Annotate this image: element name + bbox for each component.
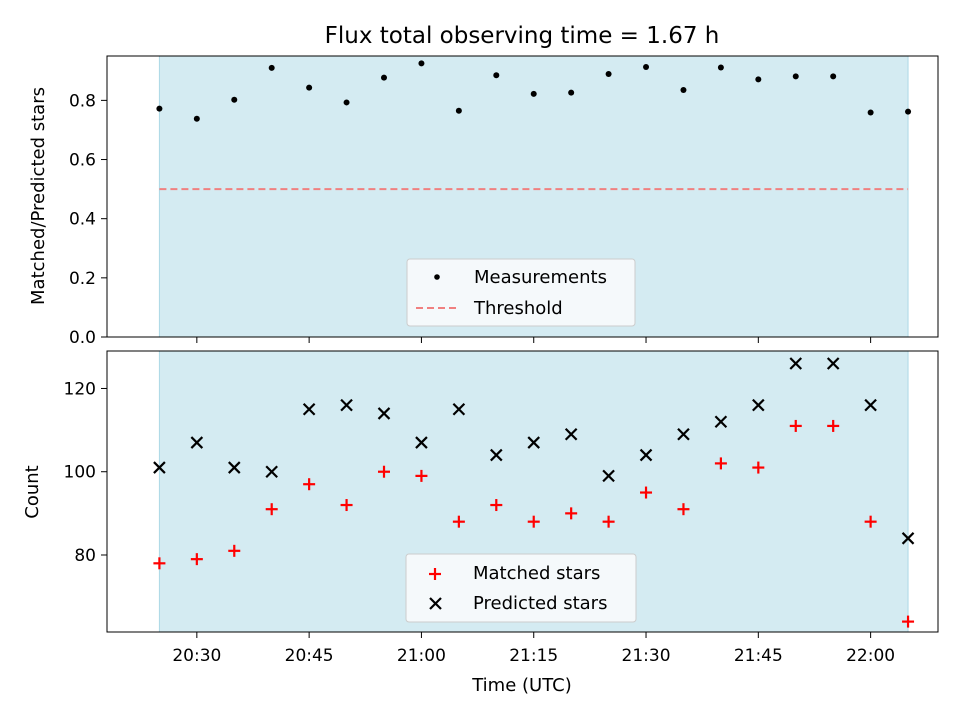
count-xtick-label: 20:30 — [172, 646, 221, 666]
legend-predicted-marker — [429, 597, 442, 610]
predicted-star-point — [190, 436, 204, 449]
matched-star-point — [303, 478, 316, 491]
matched-star-point — [527, 515, 540, 528]
measurement-point — [717, 64, 724, 71]
measurement-point — [680, 87, 687, 94]
measurement-point — [605, 71, 612, 78]
predicted-star-point — [415, 436, 428, 449]
measurement-point — [905, 108, 912, 115]
predicted-star-point — [564, 427, 578, 441]
count-xtick-label: 21:30 — [622, 646, 671, 666]
count-legend-box — [405, 553, 637, 623]
predicted-star-point — [864, 398, 877, 412]
matched-star-point — [415, 469, 428, 482]
measurement-point — [231, 96, 238, 103]
legend-predicted-label: Predicted stars — [473, 593, 607, 614]
matched-star-point — [565, 507, 578, 520]
matched-star-point — [190, 553, 203, 566]
measurement-point — [830, 73, 837, 80]
legend-measurements-label: Measurements — [474, 267, 607, 288]
measurement-point — [568, 89, 575, 96]
measurement-point — [867, 109, 874, 116]
predicted-star-point — [789, 357, 803, 370]
matched-star-point — [228, 544, 241, 557]
ratio-ytick-label: 0.6 — [69, 151, 96, 171]
legend-threshold-label: Threshold — [473, 298, 563, 319]
matched-star-point — [602, 515, 615, 528]
predicted-star-point — [677, 427, 690, 441]
predicted-star-point — [826, 357, 840, 370]
ratio-legend: Measurements Threshold — [406, 258, 636, 327]
measurement-point — [493, 72, 500, 79]
chart-title: Flux total observing time = 1.67 h — [325, 23, 720, 49]
matched-star-point — [452, 515, 465, 528]
measurement-point — [268, 64, 275, 71]
measurement-point — [343, 99, 350, 106]
ratio-ytick-label: 0.4 — [69, 210, 96, 230]
measurement-point — [755, 76, 762, 83]
count-ytick-label: 100 — [64, 463, 96, 483]
matched-star-point — [378, 465, 390, 478]
ratio-ytick-label: 0.0 — [69, 328, 96, 348]
count-xtick-label: 21:45 — [734, 646, 783, 666]
legend-matched-label: Matched stars — [473, 563, 600, 584]
count-ytick-label: 80 — [74, 546, 96, 566]
matched-star-point — [864, 515, 877, 528]
measurement-point — [381, 74, 387, 81]
predicted-star-point — [527, 436, 541, 449]
matched-star-point — [640, 486, 653, 499]
measurement-point — [643, 63, 650, 70]
predicted-star-point — [153, 461, 166, 474]
count-legend: Matched stars Predicted stars — [405, 553, 637, 623]
predicted-star-point — [714, 415, 728, 429]
predicted-star-point — [752, 398, 765, 412]
matched-star-point — [490, 499, 503, 512]
count-panel-frame — [106, 350, 939, 633]
ratio-legend-box — [406, 258, 636, 327]
count-xtick-label: 20:45 — [285, 646, 334, 666]
legend-matched-marker — [429, 568, 441, 580]
predicted-star-point — [452, 403, 466, 416]
ratio-ytick-label: 0.2 — [69, 269, 96, 289]
count-ytick-label: 120 — [64, 379, 96, 399]
measurement-point — [306, 84, 313, 91]
matched-star-point — [827, 419, 840, 432]
measurement-point — [418, 60, 425, 67]
matched-star-point — [902, 615, 915, 628]
matched-star-point — [677, 503, 690, 516]
predicted-star-point — [602, 469, 615, 483]
count-xtick-label: 21:15 — [509, 646, 558, 666]
matched-star-point — [340, 499, 353, 512]
predicted-star-point — [340, 398, 353, 412]
ratio-panel-frame — [106, 55, 939, 338]
measurement-point — [156, 105, 163, 112]
predicted-star-point — [265, 465, 278, 479]
count-panel-xlabel: Time (UTC) — [471, 675, 572, 696]
count-xtick-label: 21:00 — [397, 646, 446, 666]
ratio-ytick-label: 0.8 — [69, 91, 96, 111]
ratio-panel: 0.00.20.40.60.8 Matched/Predicted stars … — [28, 55, 939, 348]
count-panel-ylabel: Count — [22, 465, 43, 518]
count-panel: 80 100 120 20:30 20:45 21:00 21:15 21:30 21:45 2… — [22, 350, 939, 696]
measurement-point — [792, 73, 799, 80]
matched-star-point — [714, 457, 727, 470]
predicted-star-point — [227, 461, 241, 474]
measurement-point — [193, 115, 200, 122]
predicted-star-point — [377, 407, 391, 420]
legend-measurements-marker — [434, 274, 440, 280]
measurement-point — [530, 90, 537, 97]
measurement-point — [455, 107, 462, 114]
ratio-panel-ylabel: Matched/Predicted stars — [28, 87, 49, 305]
predicted-star-point — [639, 448, 653, 462]
predicted-star-point — [302, 403, 316, 416]
matched-star-point — [752, 461, 765, 474]
predicted-star-point — [490, 448, 503, 462]
matched-star-point — [153, 557, 166, 570]
count-xtick-label: 22:00 — [846, 646, 895, 666]
predicted-star-point — [901, 532, 915, 545]
matched-star-point — [789, 419, 802, 432]
matched-star-point — [265, 503, 278, 516]
